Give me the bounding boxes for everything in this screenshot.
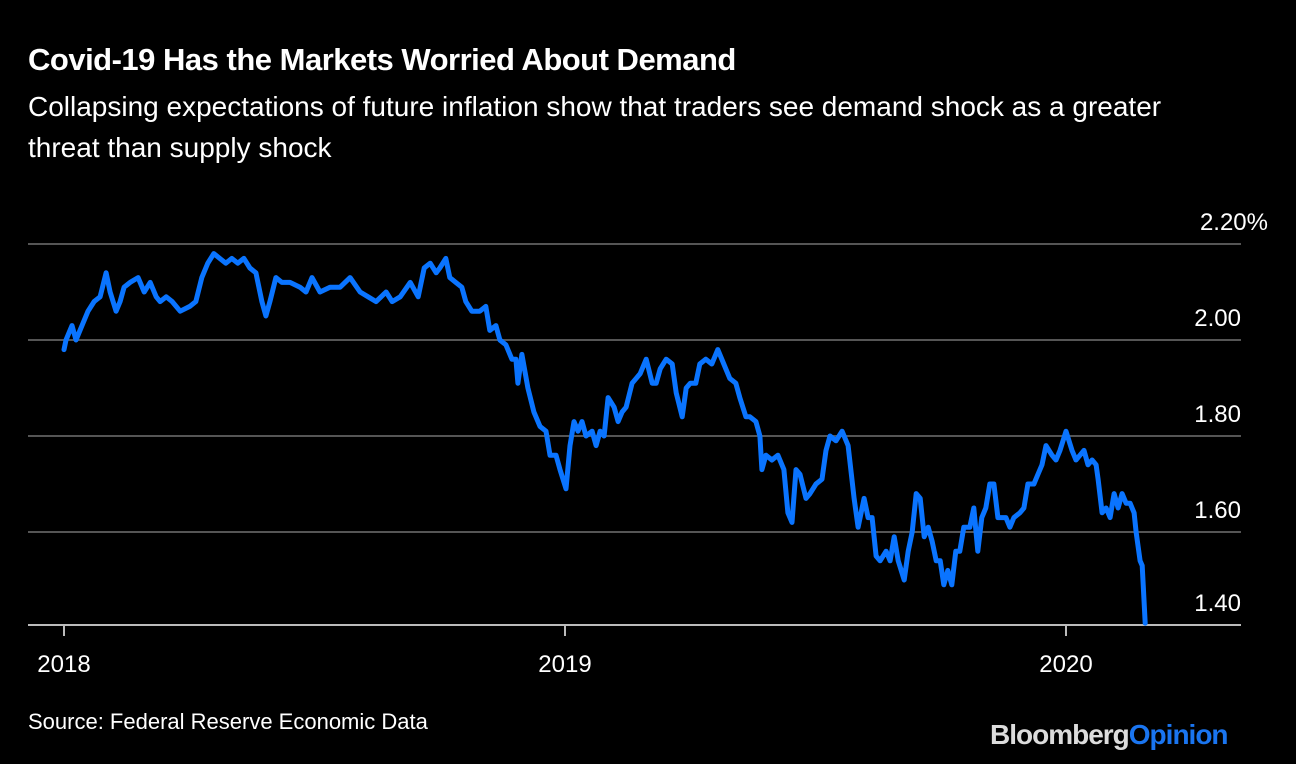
x-tick-label: 2020 (1039, 651, 1092, 678)
x-tick-label: 2018 (37, 651, 90, 678)
x-tick-label: 2019 (538, 651, 591, 678)
chart-subtitle: Collapsing expectations of future inflat… (28, 91, 1162, 163)
y-tick-label: 2.00 (1194, 305, 1241, 332)
y-tick-label: 1.60 (1194, 497, 1241, 524)
logo-opinion: Opinion (1128, 719, 1229, 750)
bloomberg-opinion-logo: BloombergOpinion (990, 719, 1229, 751)
logo-bloomberg: Bloomberg (990, 719, 1130, 750)
y-tick-label: 1.80 (1194, 401, 1241, 428)
source-note: Source: Federal Reserve Economic Data (28, 709, 428, 734)
chart-title: Covid-19 Has the Markets Worried About D… (28, 42, 736, 77)
series-line-inflation-expectations (61, 251, 1148, 626)
y-tick-label: 1.40 (1194, 590, 1241, 617)
y-tick-label: 2.20% (1200, 209, 1268, 236)
